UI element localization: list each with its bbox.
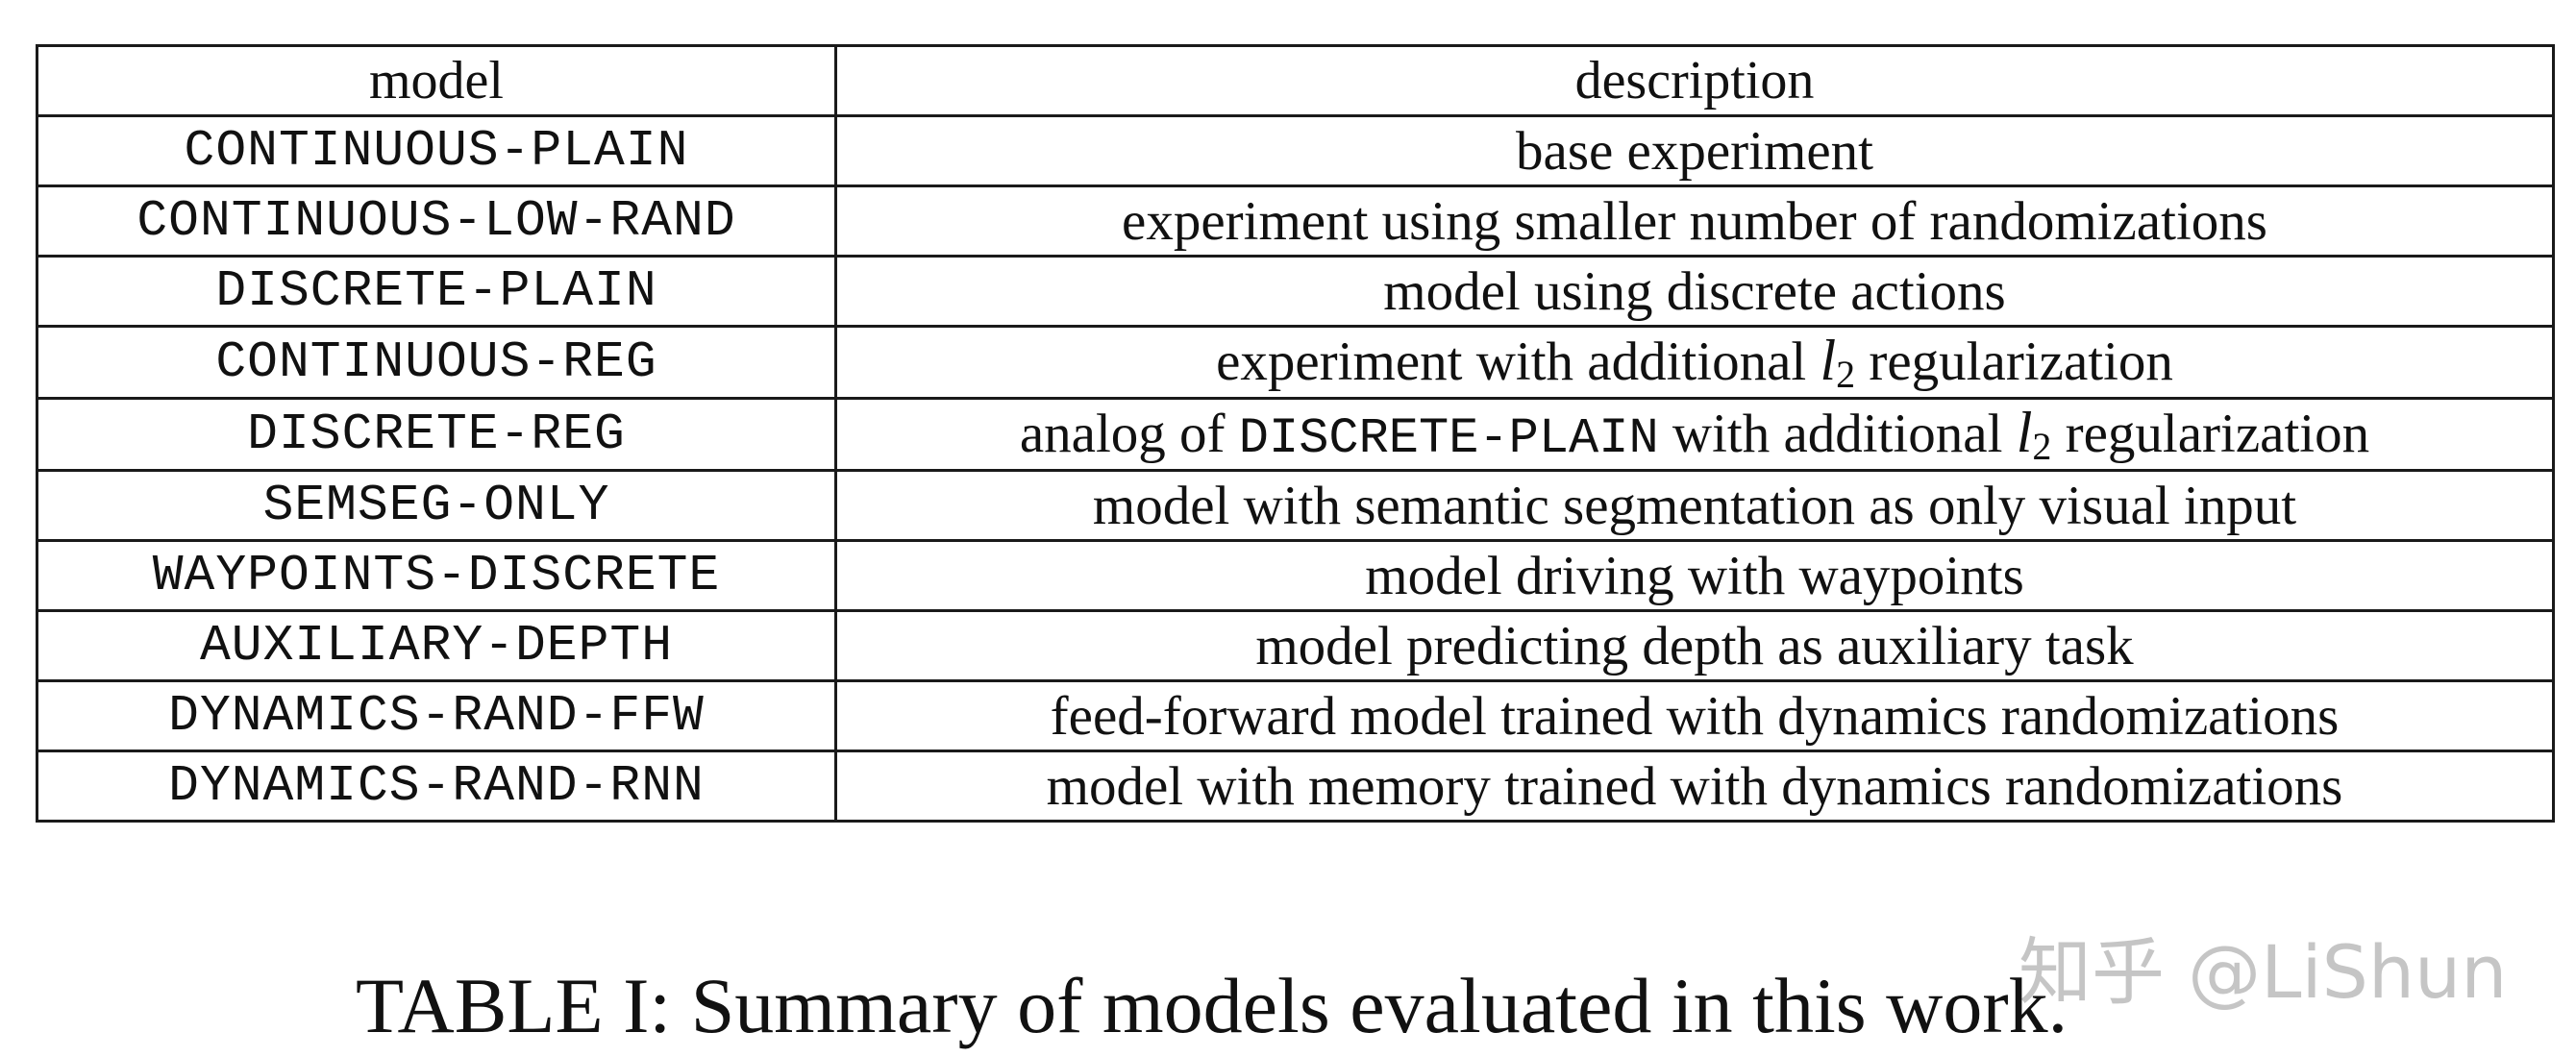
description-cell: experiment using smaller number of rando…	[834, 184, 2555, 258]
description-text: regularization	[2065, 404, 2370, 464]
model-cell: WAYPOINTS-DISCRETE	[36, 539, 837, 612]
math-subscript: 2	[1836, 353, 1856, 396]
description-cell: model predicting depth as auxiliary task	[834, 609, 2555, 682]
model-cell: SEMSEG-ONLY	[36, 469, 837, 542]
table-row: DYNAMICS-RAND-FFW feed-forward model tra…	[36, 679, 2555, 752]
description-cell: feed-forward model trained with dynamics…	[834, 679, 2555, 752]
math-symbol: l	[2016, 401, 2033, 464]
description-text: regularization	[1869, 332, 2173, 392]
model-cell: CONTINUOUS-REG	[36, 325, 837, 400]
table-row: CONTINUOUS-REG experiment with additiona…	[36, 325, 2555, 400]
table-row: CONTINUOUS-LOW-RAND experiment using sma…	[36, 184, 2555, 258]
description-cell: model with memory trained with dynamics …	[834, 750, 2555, 823]
description-cell: model with semantic segmentation as only…	[834, 469, 2555, 542]
table-caption: TABLE I: Summary of models evaluated in …	[356, 962, 2068, 1049]
description-text: experiment with additional	[1216, 332, 1807, 392]
table-row: WAYPOINTS-DISCRETE model driving with wa…	[36, 539, 2555, 612]
table-row: SEMSEG-ONLY model with semantic segmenta…	[36, 469, 2555, 542]
model-cell: DISCRETE-REG	[36, 397, 837, 472]
model-cell: DYNAMICS-RAND-RNN	[36, 750, 837, 823]
description-cell: model using discrete actions	[834, 255, 2555, 328]
model-cell: DISCRETE-PLAIN	[36, 255, 837, 328]
model-cell: CONTINUOUS-LOW-RAND	[36, 184, 837, 258]
models-table-container: model description CONTINUOUS-PLAIN base …	[36, 44, 2555, 823]
table-row: DISCRETE-REG analog of DISCRETE-PLAIN wi…	[36, 397, 2555, 472]
description-cell: experiment with additional l2 regulariza…	[834, 325, 2555, 400]
model-cell: CONTINUOUS-PLAIN	[36, 114, 837, 187]
math-subscript: 2	[2032, 425, 2052, 468]
table-row: AUXILIARY-DEPTH model predicting depth a…	[36, 609, 2555, 682]
header-description: description	[834, 44, 2555, 117]
watermark: 知乎 @LiShun	[2019, 929, 2508, 1015]
table-header-row: model description	[36, 44, 2555, 117]
model-reference: DISCRETE-PLAIN	[1238, 410, 1659, 467]
model-cell: DYNAMICS-RAND-FFW	[36, 679, 837, 752]
table-row: DISCRETE-PLAIN model using discrete acti…	[36, 255, 2555, 328]
description-cell: analog of DISCRETE-PLAIN with additional…	[834, 397, 2555, 472]
header-model: model	[36, 44, 837, 117]
model-cell: AUXILIARY-DEPTH	[36, 609, 837, 682]
models-table: model description CONTINUOUS-PLAIN base …	[36, 44, 2555, 823]
math-symbol: l	[1820, 329, 1837, 392]
l2-norm-symbol: l2	[1820, 329, 1855, 396]
description-cell: model driving with waypoints	[834, 539, 2555, 612]
table-row: CONTINUOUS-PLAIN base experiment	[36, 114, 2555, 187]
description-text: analog of	[1019, 404, 1226, 464]
description-text: with additional	[1672, 404, 2003, 464]
l2-norm-symbol: l2	[2016, 401, 2052, 468]
table-row: DYNAMICS-RAND-RNN model with memory trai…	[36, 750, 2555, 823]
description-cell: base experiment	[834, 114, 2555, 187]
